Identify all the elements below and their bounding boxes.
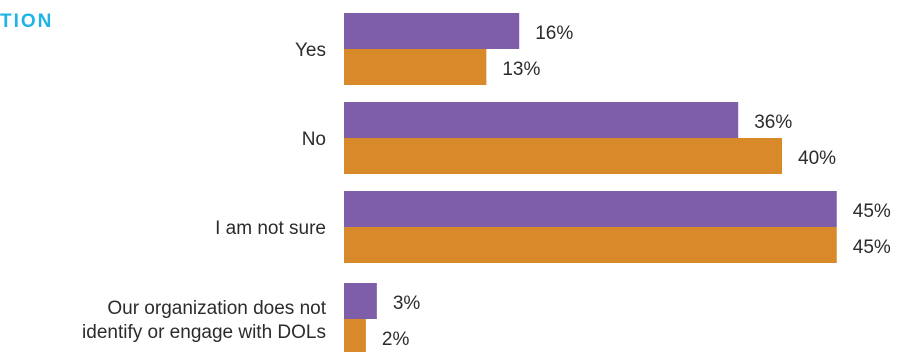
category-label-i-am-not-sure: I am not sure — [215, 218, 326, 239]
value-label-our-organization-does-not-identify-or-engage-with-dols-series-2: 2% — [382, 329, 410, 350]
bar-yes-series-1 — [344, 13, 520, 49]
value-label-our-organization-does-not-identify-or-engage-with-dols-series-1: 3% — [393, 293, 421, 314]
bar-yes-series-2 — [344, 49, 487, 85]
value-label-no-series-1: 36% — [754, 112, 792, 133]
bar-our-organization-does-not-identify-or-engage-with-dols-series-1 — [344, 283, 377, 319]
value-label-i-am-not-sure-series-2: 45% — [853, 237, 891, 258]
category-label-our-organization-does-not-identify-or-engage-with-dols-line-1: Our organization does not — [107, 298, 326, 319]
page-title-fragment: TION — [0, 11, 54, 32]
bar-i-am-not-sure-series-1 — [344, 191, 837, 227]
value-label-yes-series-1: 16% — [535, 23, 573, 44]
category-label-no: No — [302, 129, 326, 150]
value-label-i-am-not-sure-series-1: 45% — [853, 201, 891, 222]
value-label-no-series-2: 40% — [798, 148, 836, 169]
bar-no-series-2 — [344, 138, 782, 174]
labels-layer: Yes 16% 13% No 36% 40% I am not sure 45% 45% Our … — [82, 23, 891, 350]
category-label-yes: Yes — [295, 40, 326, 61]
category-label-our-organization-does-not-identify-or-engage-with-dols-line-2: identify or engage with DOLs — [82, 322, 326, 343]
value-label-yes-series-2: 13% — [502, 59, 540, 80]
bar-no-series-1 — [344, 102, 739, 138]
bar-our-organization-does-not-identify-or-engage-with-dols-series-2 — [344, 319, 366, 352]
bar-i-am-not-sure-series-2 — [344, 227, 837, 263]
bars-layer — [344, 13, 837, 352]
